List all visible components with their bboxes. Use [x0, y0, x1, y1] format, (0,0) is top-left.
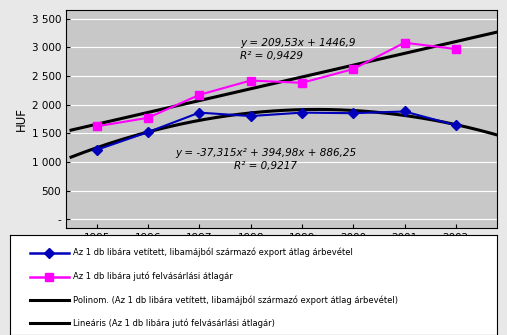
- Y-axis label: HUF: HUF: [14, 107, 27, 131]
- Text: Az 1 db libára jutó felvásárlási átlagár: Az 1 db libára jutó felvásárlási átlagár: [74, 272, 233, 281]
- Text: R² = 0,9429: R² = 0,9429: [240, 51, 303, 61]
- Text: Polinom. (Az 1 db libára vetített, libamájból származó export átlag árbevétel): Polinom. (Az 1 db libára vetített, libam…: [74, 295, 399, 305]
- Text: Az 1 db libára vetített, libamájból származó export átlag árbevétel: Az 1 db libára vetített, libamájból szár…: [74, 248, 353, 257]
- Text: y = -37,315x² + 394,98x + 886,25: y = -37,315x² + 394,98x + 886,25: [175, 148, 356, 158]
- Text: R² = 0,9217: R² = 0,9217: [235, 161, 298, 171]
- Text: Lineáris (Az 1 db libára jutó felvásárlási átlagár): Lineáris (Az 1 db libára jutó felvásárlá…: [74, 318, 275, 328]
- Text: y = 209,53x + 1446,9: y = 209,53x + 1446,9: [240, 38, 356, 48]
